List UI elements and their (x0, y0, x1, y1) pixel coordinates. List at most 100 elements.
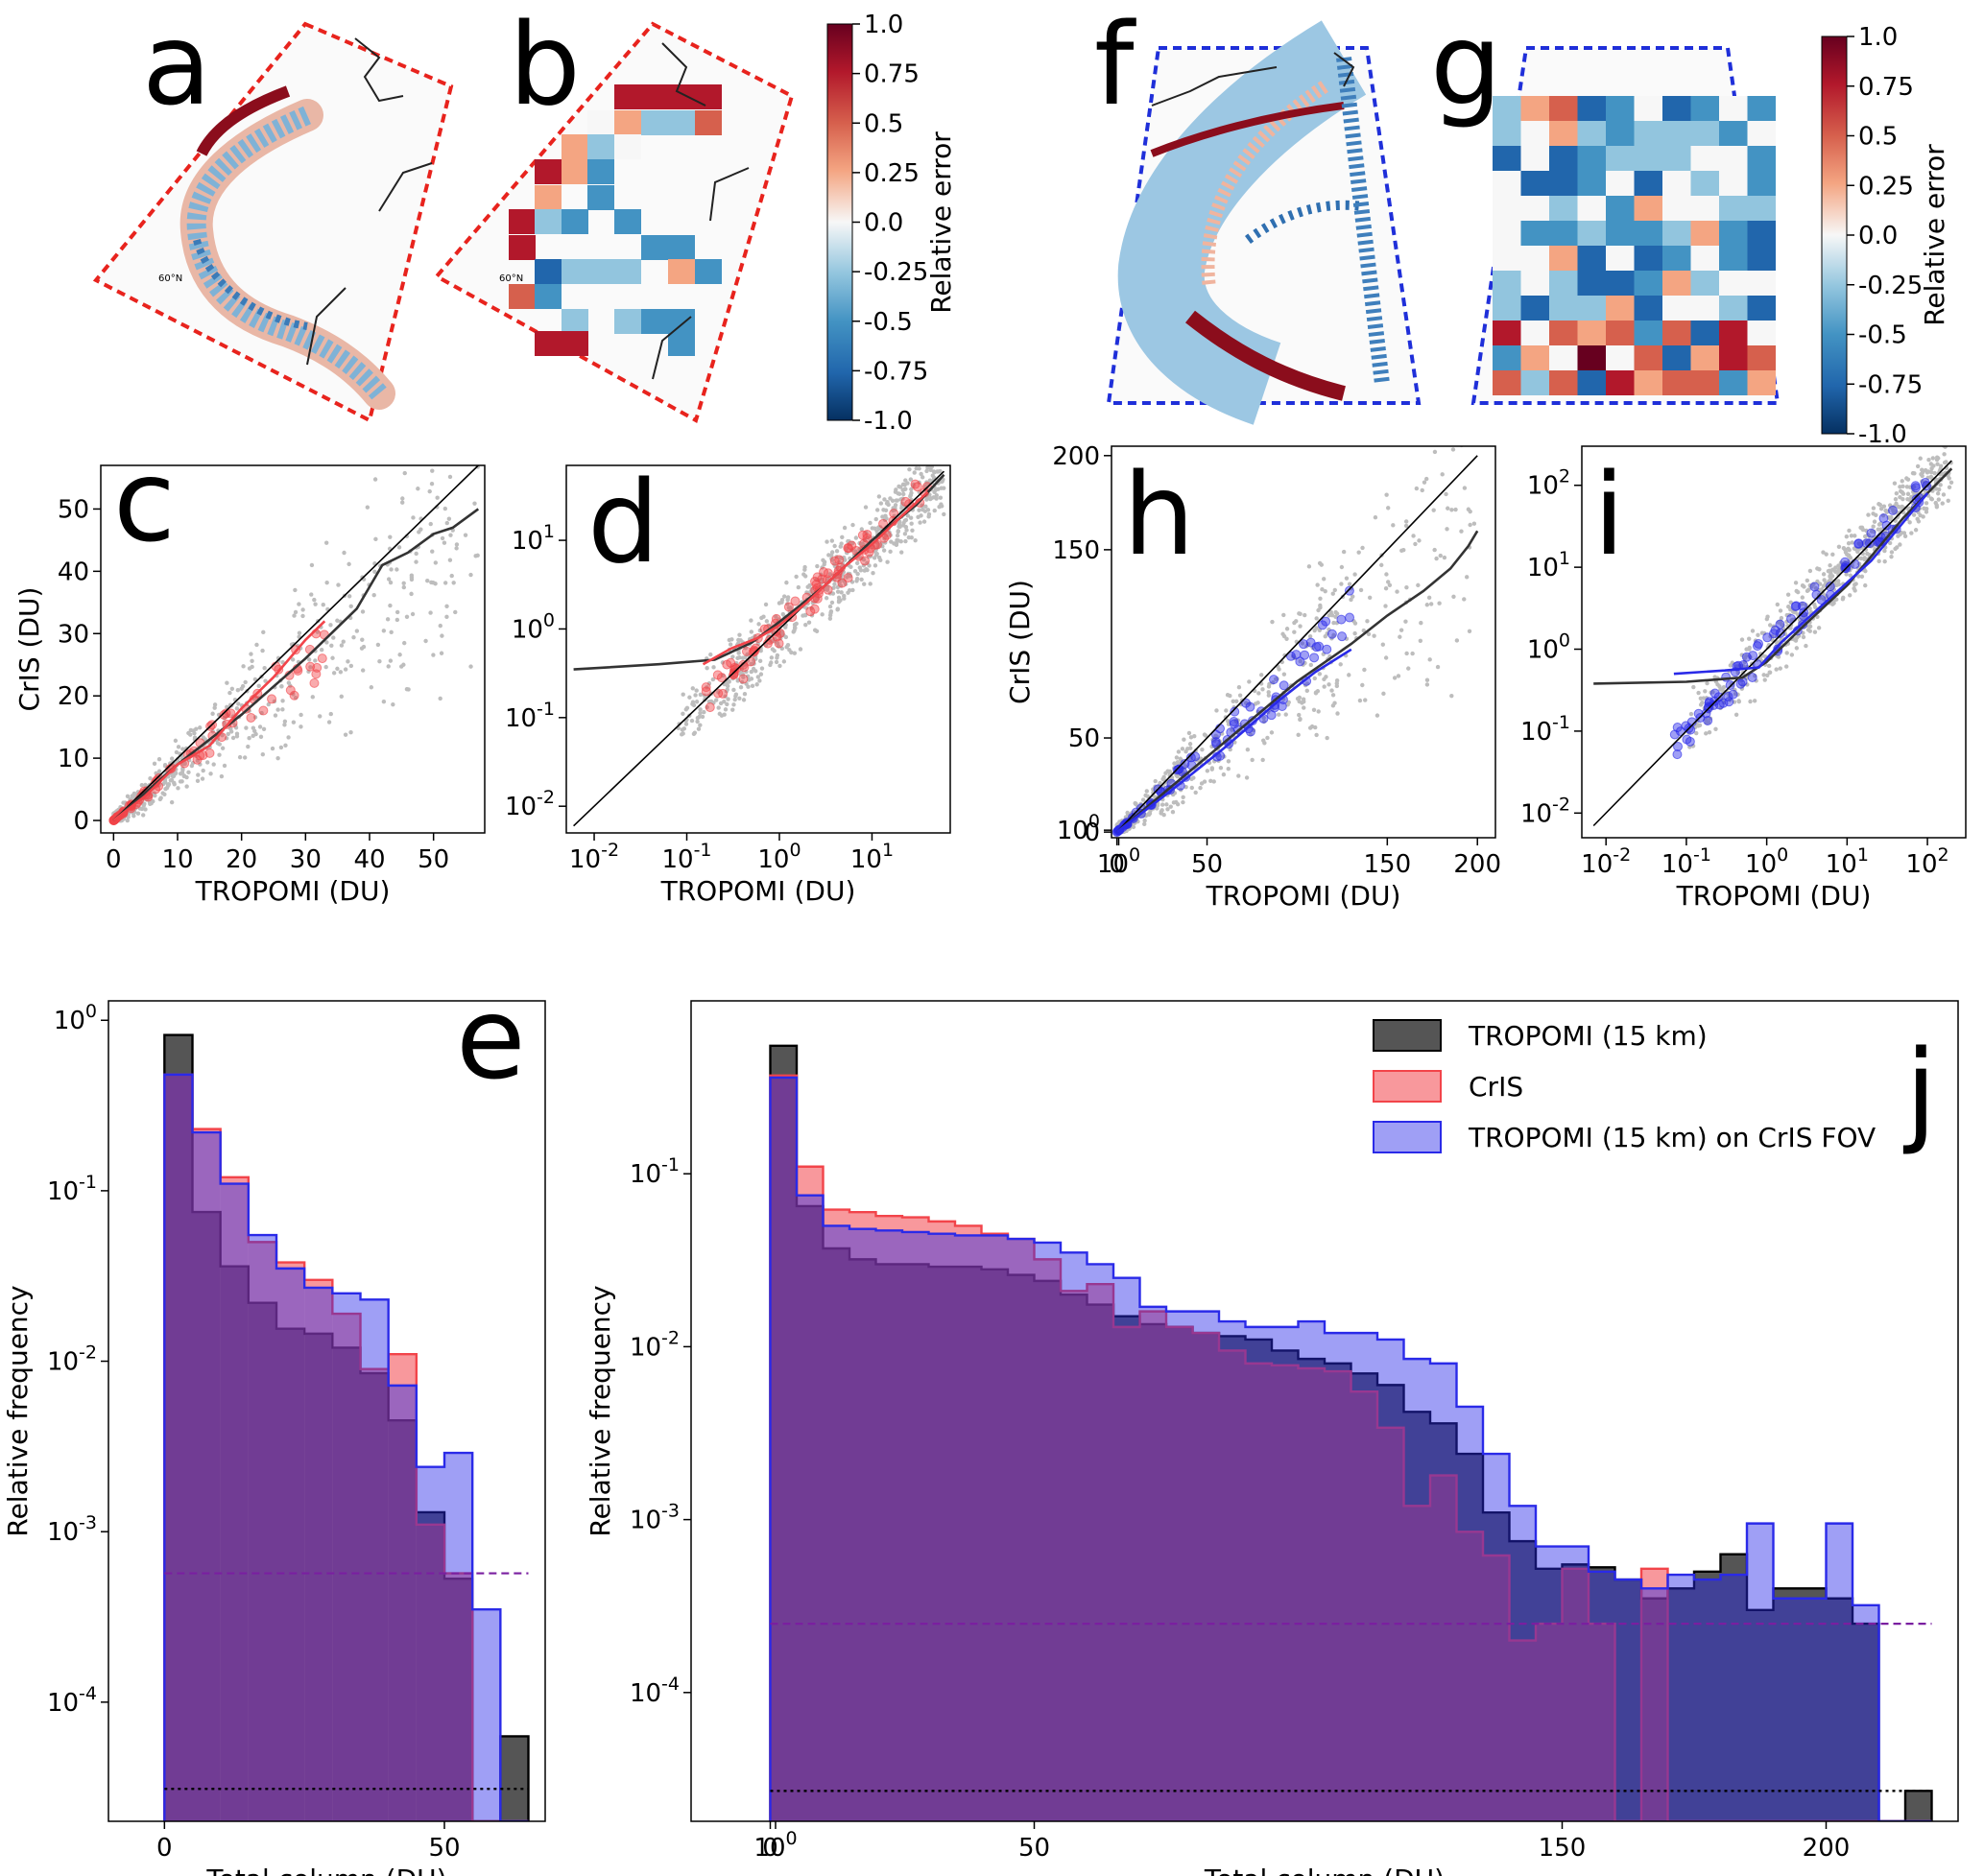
scatter-point (706, 680, 712, 686)
scatter-point (1335, 711, 1340, 716)
colorbar-right-gradient (1821, 36, 1848, 435)
scatter-point (903, 538, 908, 544)
scatter-point (409, 577, 415, 582)
map-g-cell (1634, 296, 1662, 321)
scatter-point (1262, 741, 1267, 746)
scatter-point (1767, 623, 1773, 628)
scatter-point (1922, 506, 1926, 511)
scatter-point (1766, 663, 1772, 669)
scatter-point (1756, 632, 1760, 638)
cris-point (1878, 513, 1889, 524)
scatter-point (1892, 481, 1898, 486)
histogram-outline (769, 1074, 1932, 1821)
scatter-point (254, 642, 259, 648)
cris-point (258, 705, 269, 716)
scatter-point (444, 520, 450, 526)
scatter-point (855, 571, 860, 577)
cris-median-line (112, 620, 326, 822)
y-tick-label: 20 (58, 682, 89, 711)
scatter-point (1267, 681, 1272, 687)
scatter-point (1280, 631, 1285, 636)
scatter-point (260, 751, 266, 757)
colorbar-tick-label: 1.0 (864, 11, 903, 39)
scatter-point (711, 665, 716, 670)
x-axis-label: Total column (DU) (205, 1864, 446, 1876)
scatter-point (1846, 540, 1852, 546)
scatter-point (1467, 629, 1472, 634)
histogram-bar (1192, 1333, 1219, 1821)
scatter-point (847, 588, 852, 593)
scatter-point (323, 540, 329, 545)
cris-point (705, 702, 715, 713)
scatter-point (714, 698, 719, 702)
map-b-cell (587, 134, 614, 159)
scatter-point (934, 460, 938, 463)
scatter-point (1824, 552, 1829, 557)
map-b-cell (641, 309, 668, 334)
x-tick-label: 200 (1453, 850, 1501, 879)
cris-point (1747, 672, 1757, 682)
scatter-point (400, 500, 405, 505)
colorbar-tick-label: -0.25 (1858, 272, 1923, 300)
scatter-point (687, 695, 692, 700)
scatter-point (1750, 629, 1756, 633)
cris-point (1345, 612, 1355, 623)
scatter-point (1828, 563, 1832, 568)
scatter-point (792, 625, 798, 629)
cris-point (1344, 585, 1354, 596)
scatter-point (348, 663, 354, 669)
map-g-cell (1662, 221, 1691, 246)
scatter-point (1420, 487, 1424, 493)
scatter-point (156, 769, 162, 773)
x-tick-label: 50 (428, 1834, 460, 1863)
scatter-point (212, 702, 218, 707)
scatter-point (300, 613, 305, 619)
scatter-point (1324, 675, 1328, 679)
scatter-point (1231, 699, 1235, 704)
scatter-point (1330, 693, 1336, 698)
scatter-point (1294, 619, 1299, 624)
scatter-point (1762, 677, 1767, 682)
scatter-point (297, 602, 301, 606)
scatter-point (250, 658, 254, 663)
scatter-point (1871, 524, 1876, 529)
scatter-point (447, 426, 451, 430)
scatter-point (1887, 540, 1893, 546)
scatter-point (1186, 730, 1192, 736)
scatter-point (282, 719, 288, 724)
map-b-lat-label: 60°N (499, 273, 523, 284)
scatter-point (1863, 582, 1868, 588)
scatter-point (925, 508, 931, 512)
legend-label: CrIS (1469, 1071, 1523, 1103)
scatter-point (1260, 757, 1265, 763)
histogram-bar (1509, 1506, 1536, 1821)
scatter-point (1153, 778, 1158, 784)
scatter-point (892, 541, 896, 546)
scatter-point (438, 623, 442, 629)
x-tick-label: 100 (757, 840, 801, 874)
scatter-point (215, 741, 221, 746)
scatter-point (1882, 558, 1887, 564)
scatter-point (680, 732, 684, 737)
scatter-point (1779, 615, 1784, 621)
scatter-point (1805, 578, 1810, 583)
cris-point (1295, 656, 1305, 667)
scatter-point (1739, 637, 1745, 642)
scatter-point (901, 520, 906, 526)
histogram-bar (1456, 1406, 1483, 1821)
histogram-bar (192, 1132, 221, 1821)
scatter-point (1688, 711, 1694, 717)
scatter-point (1807, 606, 1812, 611)
scatter-point (179, 779, 184, 784)
scatter-point (1329, 688, 1334, 693)
map-g-cell (1662, 171, 1691, 196)
map-g-cell (1606, 196, 1635, 221)
scatter-point (917, 508, 921, 512)
scatter-point (385, 617, 391, 622)
scatter-point (335, 618, 340, 623)
scatter-point (373, 536, 378, 542)
map-g-cell (1662, 271, 1691, 296)
cris-point (1300, 650, 1310, 660)
scatter-point (1926, 457, 1931, 463)
cris-point (1245, 726, 1255, 737)
